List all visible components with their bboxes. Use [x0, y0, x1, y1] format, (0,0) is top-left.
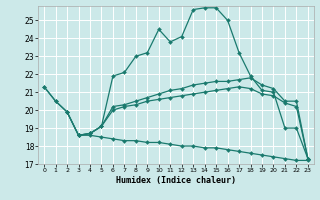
X-axis label: Humidex (Indice chaleur): Humidex (Indice chaleur)	[116, 176, 236, 185]
